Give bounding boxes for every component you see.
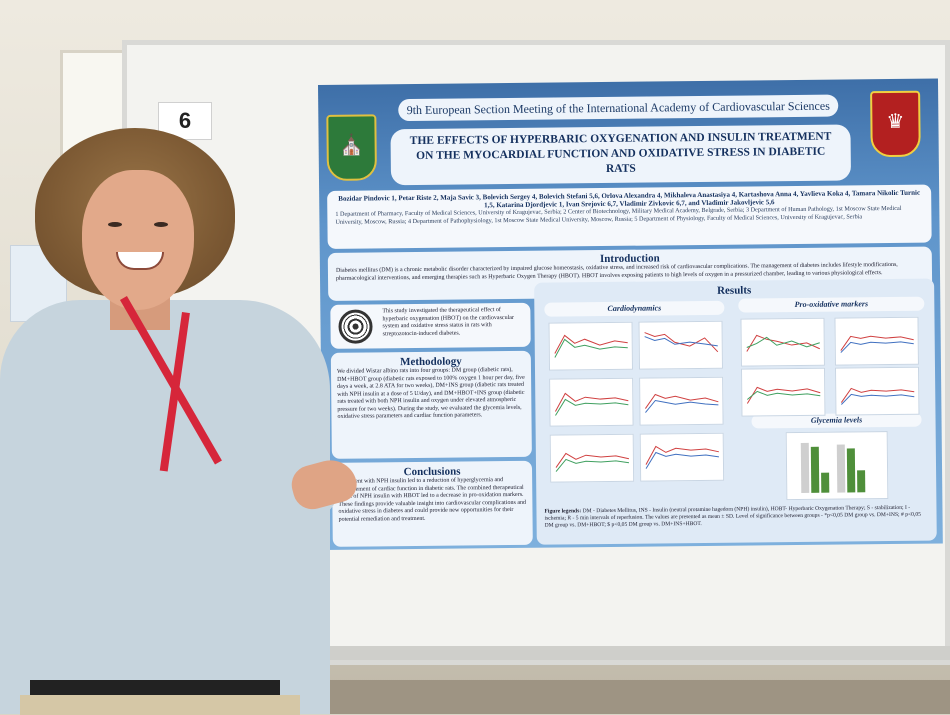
cardiodynamics-heading: Cardiodynamics xyxy=(544,300,725,317)
oxidative-chart-4 xyxy=(834,366,920,416)
presenter-face xyxy=(82,170,194,310)
presenter-left-eye xyxy=(108,222,122,227)
results-section: Results Cardiodynamics Pro-oxidative mar… xyxy=(534,278,937,545)
aim-section: This study investigated the therapeutica… xyxy=(330,302,531,349)
authors-block: Bozidar Pindovic 1, Petar Riste 2, Maja … xyxy=(327,184,932,249)
oxidative-chart-3 xyxy=(740,367,826,417)
conclusions-text: Treatment with NPH insulin led to a redu… xyxy=(338,477,527,523)
prooxidative-heading: Pro-oxidative markers xyxy=(738,296,925,313)
methodology-section: Methodology We divided Wistar albino rat… xyxy=(330,350,532,459)
target-icon xyxy=(338,309,373,344)
shield-icon: ♛ xyxy=(886,110,905,134)
cardio-chart-4 xyxy=(639,376,724,426)
figure-legends-text: DM - Diabetes Mellitus, INS - Insulin (n… xyxy=(544,504,921,529)
figure-legends-label: Figure legends: xyxy=(544,508,582,515)
cardio-chart-5 xyxy=(549,433,635,483)
presenter-pants xyxy=(20,695,300,715)
methodology-text: We divided Wistar albino rats into four … xyxy=(336,366,525,420)
glycemia-bar-chart xyxy=(785,431,889,501)
presenter-belt xyxy=(30,680,280,698)
aim-text: This study investigated the therapeutica… xyxy=(382,307,514,337)
building-icon: ⛪ xyxy=(339,134,365,157)
presenter-right-eye xyxy=(154,222,168,227)
figure-legends: Figure legends: DM - Diabetes Mellitus, … xyxy=(544,505,928,530)
oxidative-chart-2 xyxy=(834,316,919,366)
board-tray xyxy=(330,646,950,660)
university-logo-left: ⛪ xyxy=(326,114,378,181)
poster-title: THE EFFECTS OF HYPERBARIC OXYGENATION AN… xyxy=(390,124,852,186)
cardio-chart-6 xyxy=(639,432,725,482)
cardio-chart-2 xyxy=(638,320,723,370)
cardio-chart-3 xyxy=(549,377,634,427)
oxidative-chart-1 xyxy=(740,317,825,367)
university-logo-right: ♛ xyxy=(870,90,921,158)
conclusions-section: Conclusions Treatment with NPH insulin l… xyxy=(331,460,533,547)
research-poster: ⛪ ♛ 9th European Section Meeting of the … xyxy=(318,78,943,550)
conference-banner: 9th European Section Meeting of the Inte… xyxy=(398,94,839,122)
cardio-chart-1 xyxy=(548,321,633,371)
